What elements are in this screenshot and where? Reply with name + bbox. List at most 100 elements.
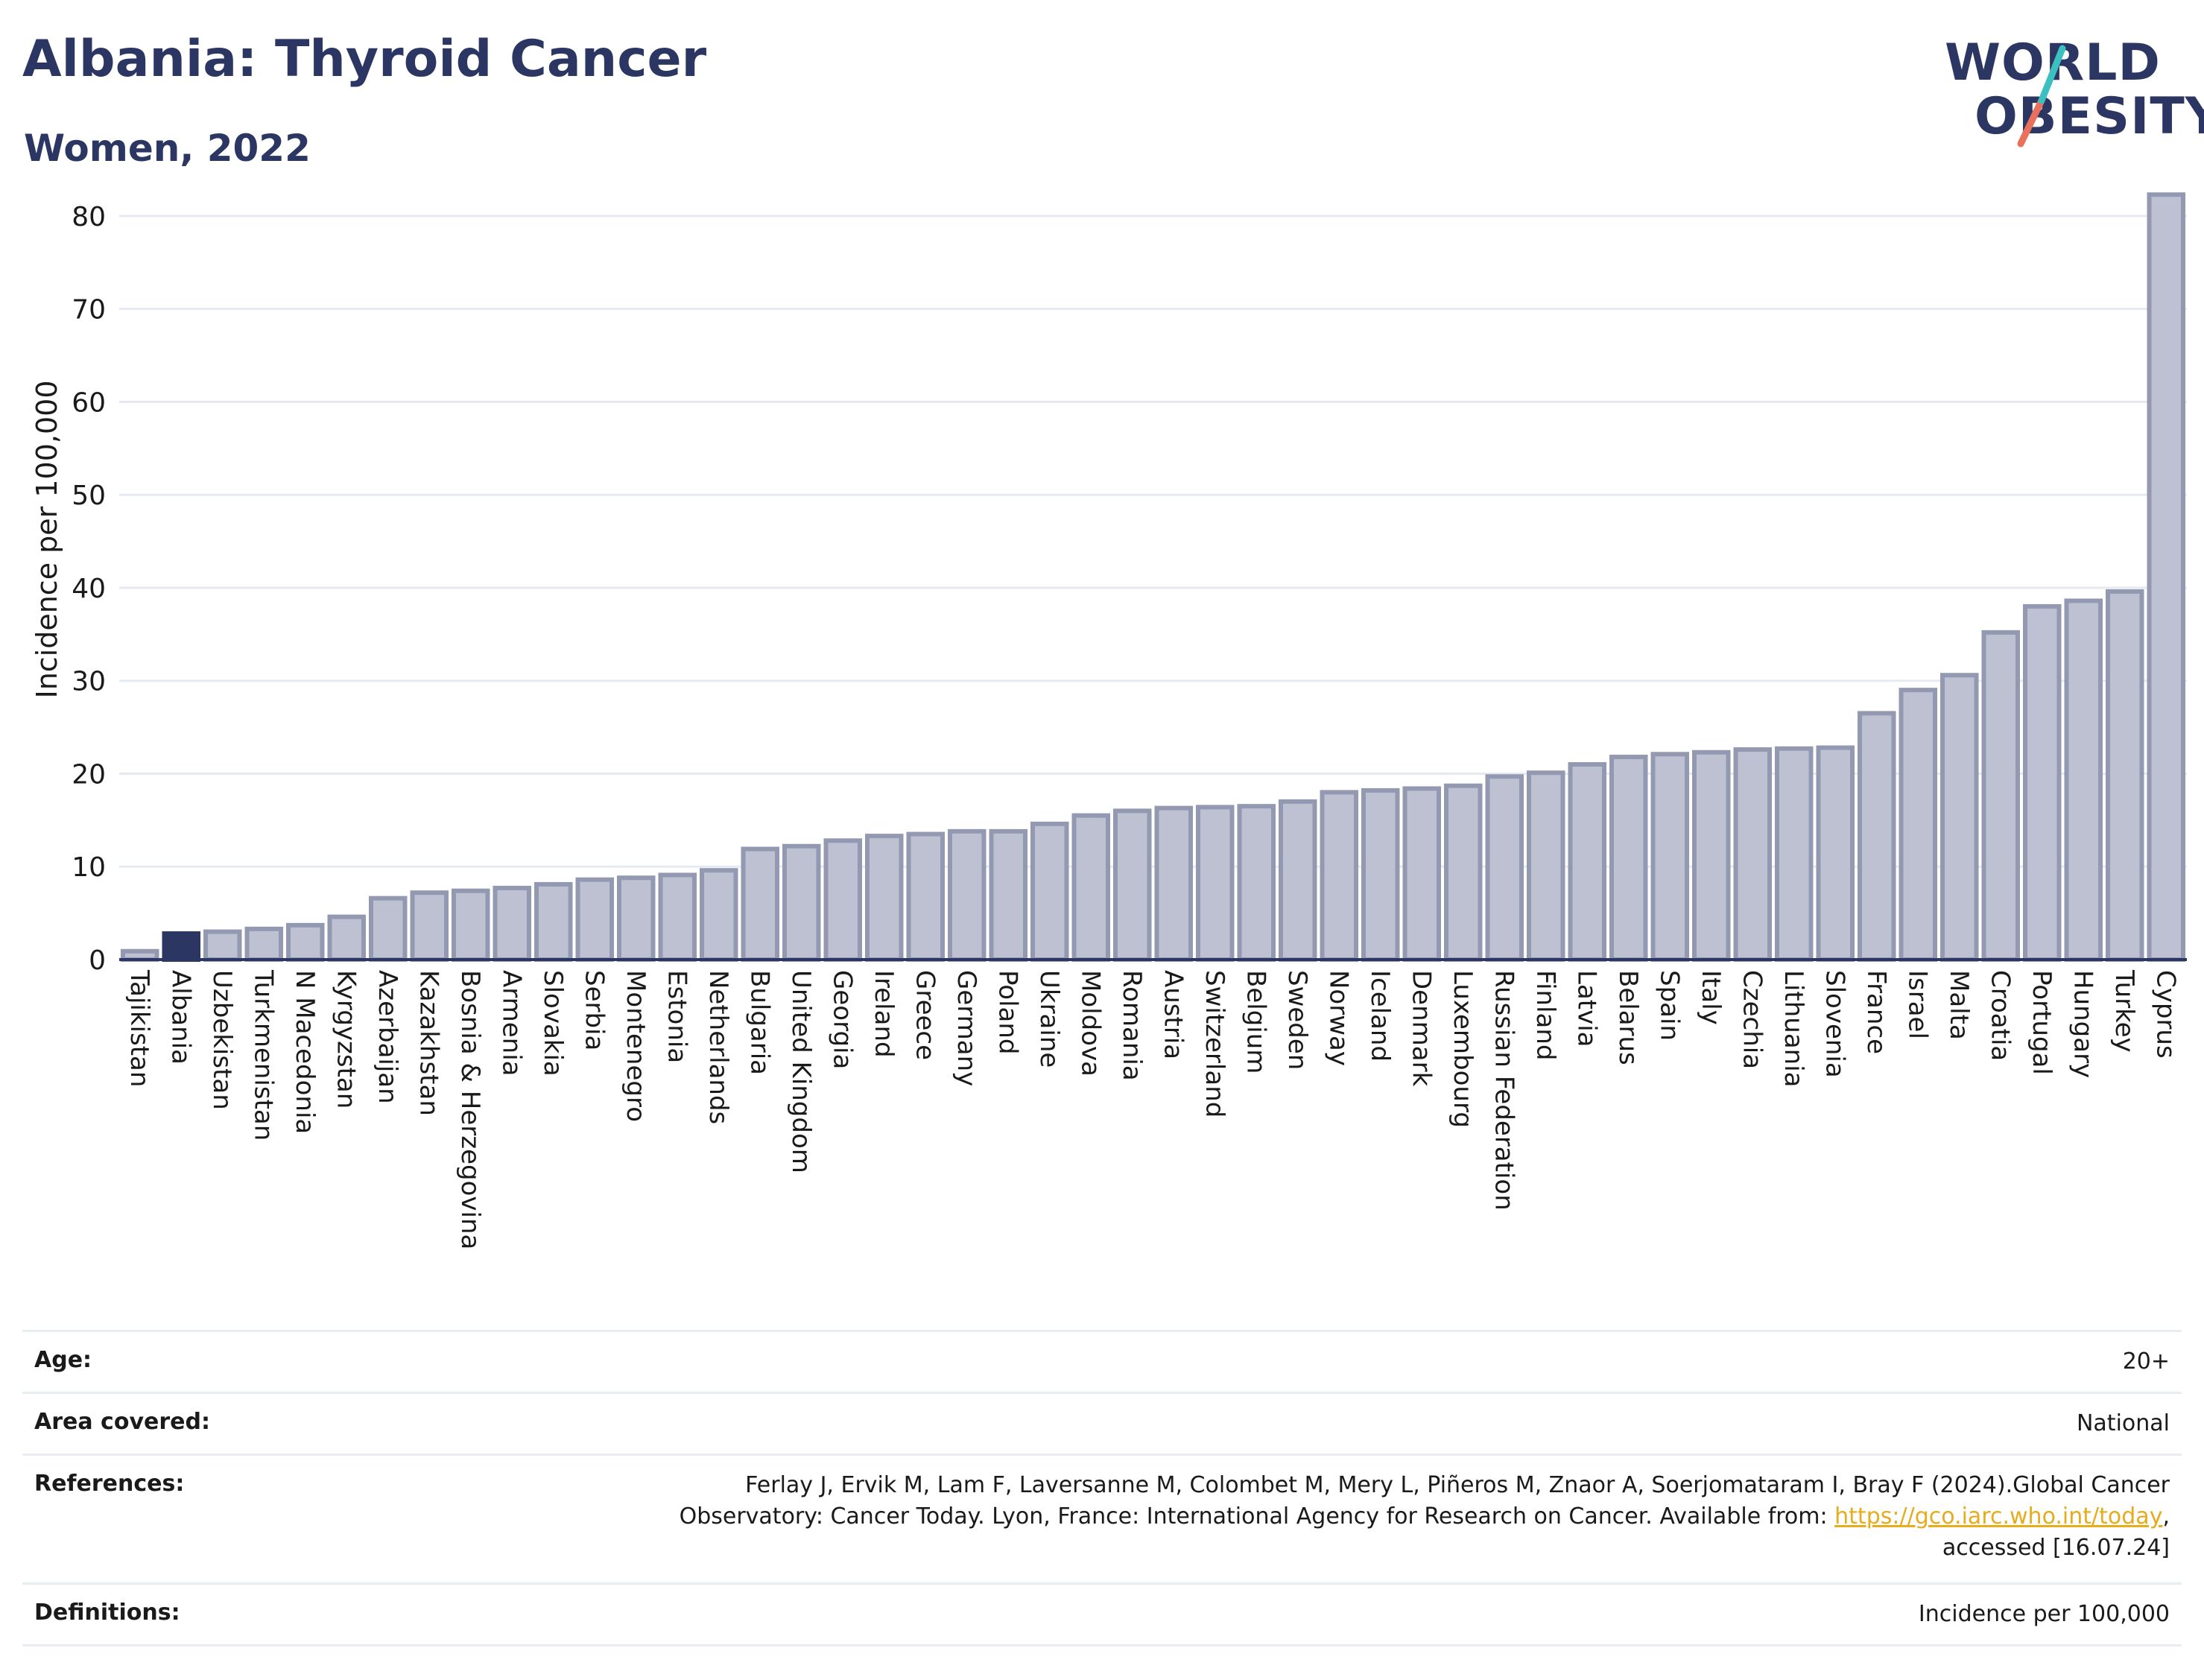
x-tick-label: United Kingdom — [786, 970, 816, 1173]
area-label: Area covered: — [34, 1409, 210, 1435]
references-line-2-end: , — [2162, 1503, 2170, 1530]
bar-kazakhstan — [410, 890, 449, 962]
bar-belarus — [1609, 755, 1648, 962]
bar-denmark — [1402, 786, 1442, 963]
bar-romania — [1112, 808, 1152, 963]
y-tick-label: 20 — [72, 759, 106, 790]
references-value: Ferlay J, Ervik M, Lam F, Laversanne M, … — [22, 1456, 2182, 1564]
bar-moldova — [1071, 813, 1111, 962]
x-tick-label: Hungary — [2068, 970, 2097, 1078]
bar-slovenia — [1816, 745, 1855, 962]
bar-latvia — [1568, 762, 1607, 962]
references-line-1: Ferlay J, Ervik M, Lam F, Laversanne M, … — [745, 1472, 2170, 1498]
bar-israel — [1899, 688, 1938, 962]
bar-czechia — [1733, 747, 1773, 962]
x-tick-label: Romania — [1117, 970, 1147, 1081]
x-tick-label: Spain — [1654, 970, 1684, 1041]
x-tick-label: Slovenia — [1820, 970, 1849, 1078]
bars — [120, 192, 2186, 963]
y-tick-label: 70 — [72, 295, 106, 326]
x-tick-label: Luxembourg — [1448, 970, 1478, 1128]
x-tick-label: Georgia — [827, 970, 857, 1069]
bar-france — [1857, 711, 1896, 963]
x-tick-label: France — [1861, 970, 1891, 1054]
page-subtitle: Women, 2022 — [24, 127, 311, 170]
x-tick-label: Iceland — [1365, 970, 1395, 1062]
x-tick-label: Sweden — [1282, 970, 1312, 1070]
bar-turkmenistan — [244, 926, 284, 963]
y-axis-title: Incidence per 100,000 — [31, 380, 63, 698]
age-value: 20+ — [2122, 1348, 2170, 1375]
x-tick-label: Netherlands — [703, 970, 733, 1124]
bar-georgia — [823, 838, 863, 963]
logo-text-obesity: OBESITY — [1975, 87, 2204, 146]
bar-armenia — [493, 885, 532, 963]
y-tick-label: 30 — [72, 667, 106, 697]
page-title: Albania: Thyroid Cancer — [22, 30, 707, 89]
x-tick-label: Austria — [1158, 970, 1188, 1059]
bar-bulgaria — [741, 846, 780, 962]
world-obesity-logo: WORLD OBESITY — [1937, 26, 2204, 160]
definitions-value: Incidence per 100,000 — [1918, 1601, 2170, 1627]
bar-albania — [162, 931, 201, 962]
x-tick-label: Uzbekistan — [207, 970, 237, 1110]
x-tick-label: Moldova — [1075, 970, 1105, 1077]
x-tick-label: Belgium — [1241, 970, 1270, 1074]
bar-luxembourg — [1443, 783, 1483, 962]
x-tick-label: Latvia — [1571, 970, 1601, 1047]
bar-ukraine — [1030, 821, 1069, 963]
x-tick-label: Germany — [951, 970, 981, 1086]
y-tick-label: 80 — [72, 202, 106, 232]
bar-azerbaijan — [368, 896, 408, 962]
x-tick-label: Slovakia — [538, 970, 568, 1077]
bar-chart: 0 10 20 30 40 50 60 70 80 Tajikistan Albania Uzbek… — [31, 192, 2187, 1249]
x-tick-label: Italy — [1696, 970, 1726, 1025]
x-axis-labels: Tajikistan Albania Uzbekistan Turkmenistan N… — [124, 969, 2181, 1249]
x-tick-label: Portugal — [2027, 970, 2056, 1075]
bar-croatia — [1981, 630, 2021, 962]
bar-greece — [906, 831, 946, 962]
info-row-area: Area covered: National — [22, 1392, 2182, 1454]
bar-austria — [1154, 805, 1194, 962]
y-axis-ticks: 0 10 20 30 40 50 60 70 80 — [72, 202, 106, 976]
info-bottom-divider — [22, 1644, 2182, 1646]
x-tick-label: Montenegro — [621, 970, 650, 1122]
bar-netherlands — [699, 868, 738, 962]
x-tick-label: Ireland — [869, 970, 899, 1058]
x-tick-label: Greece — [910, 970, 940, 1060]
x-tick-label: Belarus — [1613, 970, 1643, 1065]
definitions-label: Definitions: — [34, 1600, 180, 1626]
bar-belgium — [1237, 804, 1276, 962]
bar-poland — [989, 828, 1028, 963]
bar-serbia — [575, 877, 615, 962]
bar-sweden — [1278, 799, 1317, 963]
bar-finland — [1526, 770, 1565, 962]
x-tick-label: Armenia — [496, 970, 526, 1077]
y-tick-label: 0 — [89, 945, 106, 976]
references-link[interactable]: https://gco.iarc.who.int/today — [1834, 1503, 2163, 1530]
x-tick-label: Azerbaijan — [373, 970, 402, 1104]
info-row-definitions: Definitions: Incidence per 100,000 — [22, 1582, 2182, 1644]
bar-russian-federation — [1485, 774, 1524, 962]
references-line-2-text: Observatory: Cancer Today. Lyon, France:… — [679, 1503, 1835, 1530]
x-tick-label: Lithuania — [1779, 970, 1808, 1087]
info-table: Age: 20+ Area covered: National Referenc… — [22, 1330, 2182, 1646]
x-tick-label: Turkmenistan — [248, 969, 278, 1141]
y-tick-label: 50 — [72, 481, 106, 511]
x-tick-label: Kazakhstan — [414, 970, 443, 1116]
y-tick-label: 40 — [72, 574, 106, 604]
y-tick-label: 60 — [72, 387, 106, 418]
bar-turkey — [2105, 589, 2144, 962]
y-tick-label: 10 — [72, 852, 106, 883]
bar-norway — [1320, 790, 1359, 963]
references-label: References: — [34, 1471, 185, 1497]
bar-iceland — [1361, 787, 1400, 963]
x-tick-label: Malta — [1944, 970, 1974, 1040]
references-line-3: accessed [16.07.24] — [1942, 1535, 2170, 1561]
bar-malta — [1939, 673, 1979, 962]
bar-hungary — [2064, 598, 2103, 963]
x-tick-label: Bulgaria — [744, 970, 774, 1075]
logo-slash-icon — [2017, 45, 2066, 148]
x-tick-label: Cyprus — [2150, 970, 2180, 1059]
bar-united-kingdom — [782, 843, 821, 963]
